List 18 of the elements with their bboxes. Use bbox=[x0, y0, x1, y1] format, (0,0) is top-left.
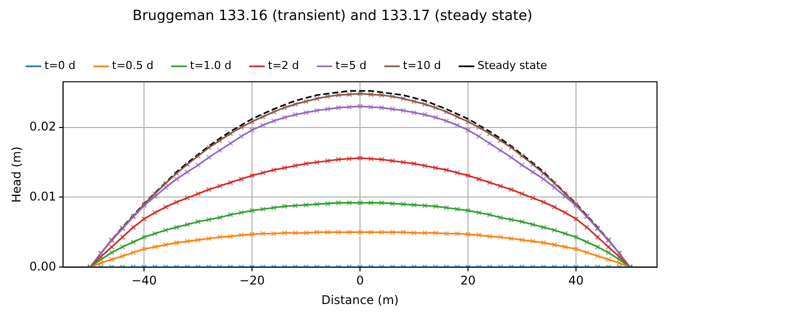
x-tick-label: −20 bbox=[239, 274, 265, 288]
x-tick-label: 40 bbox=[568, 274, 584, 288]
y-tick-label: 0.01 bbox=[29, 189, 56, 204]
legend-label: t=1.0 d bbox=[190, 59, 232, 72]
y-axis-title: Head (m) bbox=[9, 146, 24, 203]
legend-label: t=0 d bbox=[44, 59, 76, 72]
x-axis-title: Distance (m) bbox=[321, 292, 399, 307]
legend-label: t=5 d bbox=[336, 59, 367, 72]
y-tick-label: 0.00 bbox=[29, 259, 56, 274]
legend-label: Steady state bbox=[478, 59, 548, 72]
chart-title: Bruggeman 133.16 (transient) and 133.17 (steady state) bbox=[132, 8, 533, 24]
legend-label: t=0.5 d bbox=[112, 59, 154, 72]
y-tick-label: 0.02 bbox=[29, 119, 56, 134]
x-tick-label: 0 bbox=[356, 274, 364, 288]
legend-label: t=2 d bbox=[268, 59, 300, 72]
legend-label: t=10 d bbox=[403, 59, 442, 72]
x-tick-label: −40 bbox=[131, 274, 157, 288]
x-tick-label: 20 bbox=[460, 274, 476, 288]
